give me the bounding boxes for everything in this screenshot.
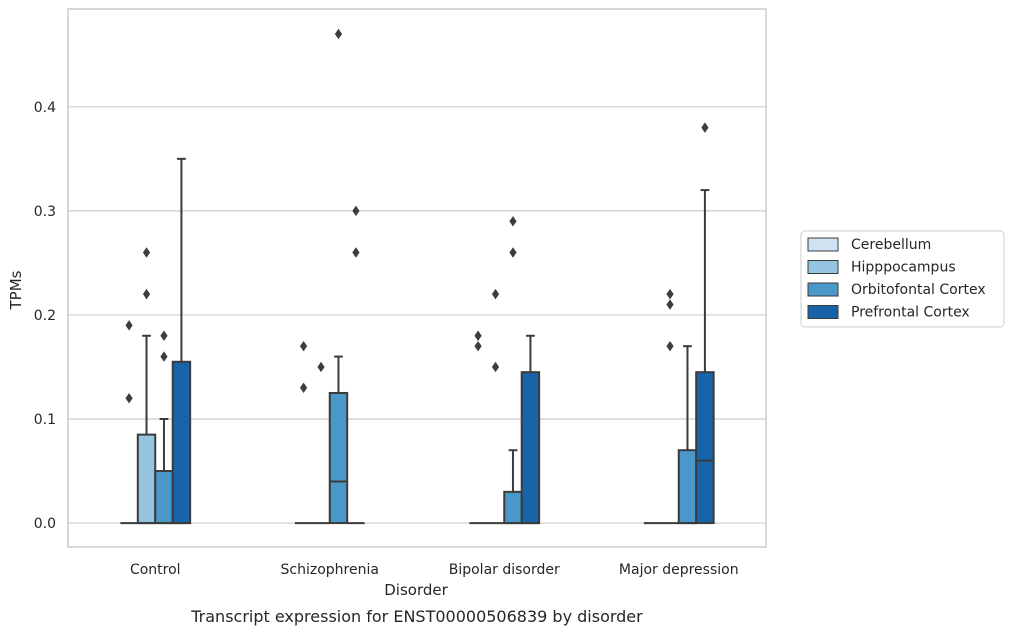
outlier-point	[299, 340, 308, 352]
box-1-3	[347, 205, 365, 525]
legend-label: Orbitofontal Cortex	[851, 282, 986, 298]
outlier-point	[125, 392, 133, 404]
outlier-point	[666, 299, 674, 310]
box-2-0	[469, 330, 487, 525]
box-body	[695, 371, 715, 525]
legend-label: Hipppocampus	[851, 260, 956, 276]
y-tick-label: 0.1	[34, 412, 56, 428]
box-body	[171, 360, 192, 525]
box-1-1	[312, 361, 330, 525]
legend-label: Prefrontal Cortex	[851, 305, 970, 321]
legend-swatch	[807, 282, 839, 297]
outlier-point	[352, 205, 360, 217]
box-1-0	[294, 340, 313, 525]
y-tick-label: 0.0	[34, 516, 56, 532]
outlier-point	[491, 288, 500, 300]
y-tick-label: 0.2	[34, 308, 56, 324]
box-3-2	[677, 345, 698, 525]
box-2-2	[503, 216, 523, 525]
chart-caption: Transcript expression for ENST0000050683…	[190, 607, 643, 626]
legend-swatch	[807, 260, 839, 274]
legend-swatch	[807, 305, 839, 319]
outlier-point	[666, 288, 674, 300]
box-body	[503, 490, 523, 525]
y-axis-label: TPMs	[7, 270, 25, 310]
box-plot-marks	[120, 28, 715, 525]
y-tick-label: 0.3	[34, 204, 56, 220]
outlier-point	[474, 330, 482, 341]
outlier-point	[142, 247, 151, 258]
outlier-point	[317, 361, 325, 373]
legend-item: Orbitofontal Cortex	[807, 282, 986, 298]
x-tick-label: Bipolar disorder	[449, 562, 560, 578]
outlier-point	[299, 382, 308, 393]
box-3-1	[661, 288, 679, 525]
outlier-point	[509, 216, 517, 227]
legend-item: Prefrontal Cortex	[807, 305, 970, 321]
outlier-point	[701, 122, 709, 133]
x-tick-label: Control	[130, 562, 181, 578]
y-tick-labels: 0.0 0.1 0.2 0.3 0.4	[34, 100, 56, 532]
box-body	[328, 391, 349, 525]
legend-item: Hipppocampus	[807, 260, 956, 276]
outlier-point	[125, 320, 133, 331]
box-body	[677, 449, 698, 525]
box-1-2	[328, 28, 349, 525]
box-0-2	[154, 330, 174, 525]
box-0-1	[136, 247, 157, 525]
box-body	[154, 470, 174, 525]
outlier-point	[352, 247, 360, 258]
box-body	[136, 433, 157, 525]
box-0-3	[171, 157, 192, 525]
box-2-3	[520, 334, 541, 525]
legend: Cerebellum Hipppocampus Orbitofontal Corte…	[800, 230, 1005, 328]
x-axis-label: Disorder	[384, 581, 448, 599]
outlier-point	[334, 28, 343, 40]
outlier-point	[160, 330, 168, 341]
legend-label: Cerebellum	[851, 237, 931, 253]
box-3-3	[695, 122, 715, 525]
outlier-point	[142, 288, 151, 300]
outlier-point	[160, 351, 168, 362]
x-tick-labels: Control Schizophrenia Bipolar disorder Majo…	[130, 562, 739, 578]
box-body	[520, 371, 541, 525]
legend-item: Cerebellum	[807, 237, 931, 253]
plot-frame	[67, 8, 767, 548]
legend-frame	[800, 230, 1005, 328]
x-tick-label: Major depression	[619, 562, 739, 578]
outlier-point	[474, 340, 482, 352]
outlier-point	[509, 247, 517, 258]
x-tick-label: Schizophrenia	[281, 562, 379, 578]
legend-swatch	[807, 237, 839, 252]
y-tick-label: 0.4	[34, 100, 56, 116]
outlier-point	[666, 340, 674, 352]
outlier-point	[491, 361, 500, 373]
box-2-1	[486, 288, 505, 525]
